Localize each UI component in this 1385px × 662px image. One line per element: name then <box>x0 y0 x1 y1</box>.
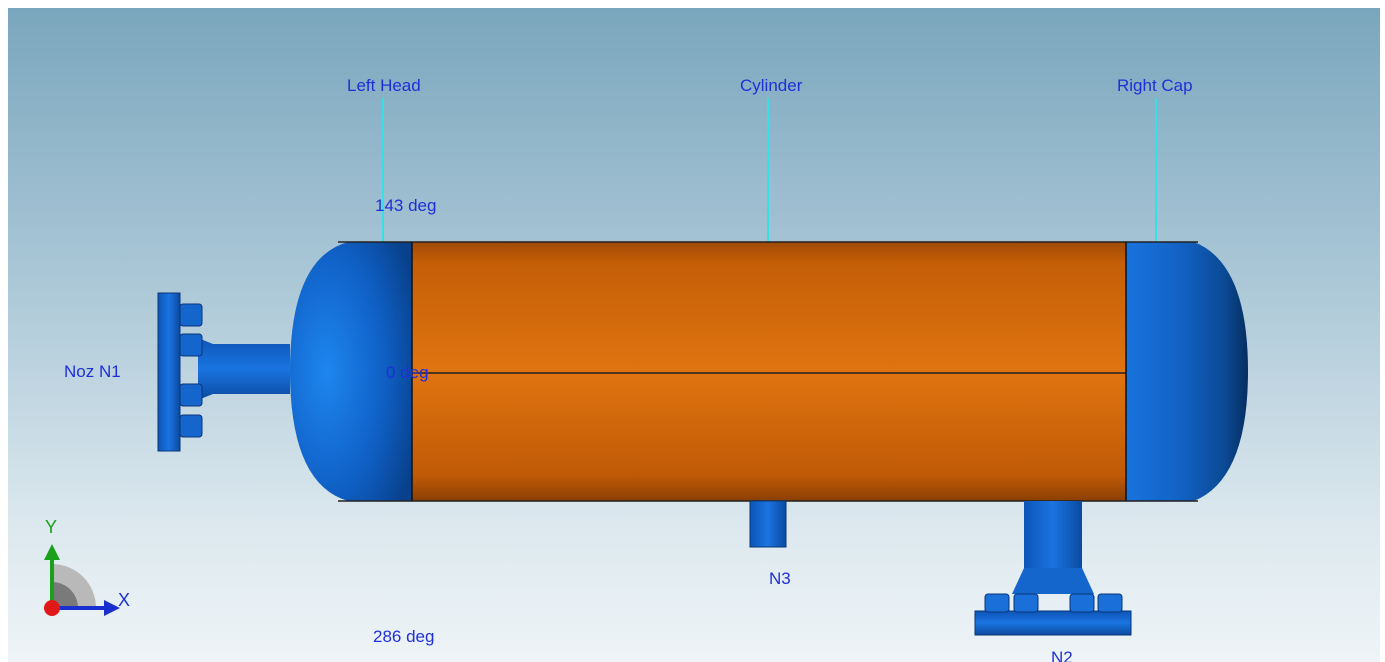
nozzle-n3[interactable] <box>749 500 787 548</box>
right-cap[interactable] <box>1126 242 1248 501</box>
vessel-model[interactable] <box>8 8 1380 662</box>
nozzle-n1[interactable] <box>157 292 290 452</box>
3d-viewport[interactable]: Left Head Cylinder Right Cap 143 deg Noz… <box>8 8 1380 662</box>
left-head[interactable] <box>290 242 412 501</box>
label-noz-n1: Noz N1 <box>64 362 121 381</box>
label-n2: N2 <box>1051 648 1073 662</box>
axis-triad <box>44 544 120 616</box>
z-axis-origin <box>44 600 60 616</box>
label-right-cap: Right Cap <box>1117 76 1193 95</box>
label-angle-top: 143 deg <box>375 196 437 215</box>
label-n3: N3 <box>769 569 791 588</box>
axis-label-x: X <box>118 590 131 610</box>
label-angle-middle: 0 deg <box>386 363 429 382</box>
label-angle-bottom: 286 deg <box>373 627 435 646</box>
nozzle-n2[interactable] <box>974 501 1132 636</box>
axis-label-y: Y <box>45 517 58 537</box>
label-cylinder: Cylinder <box>740 76 803 95</box>
label-left-head: Left Head <box>347 76 421 95</box>
cylinder-shell[interactable] <box>412 242 1126 501</box>
